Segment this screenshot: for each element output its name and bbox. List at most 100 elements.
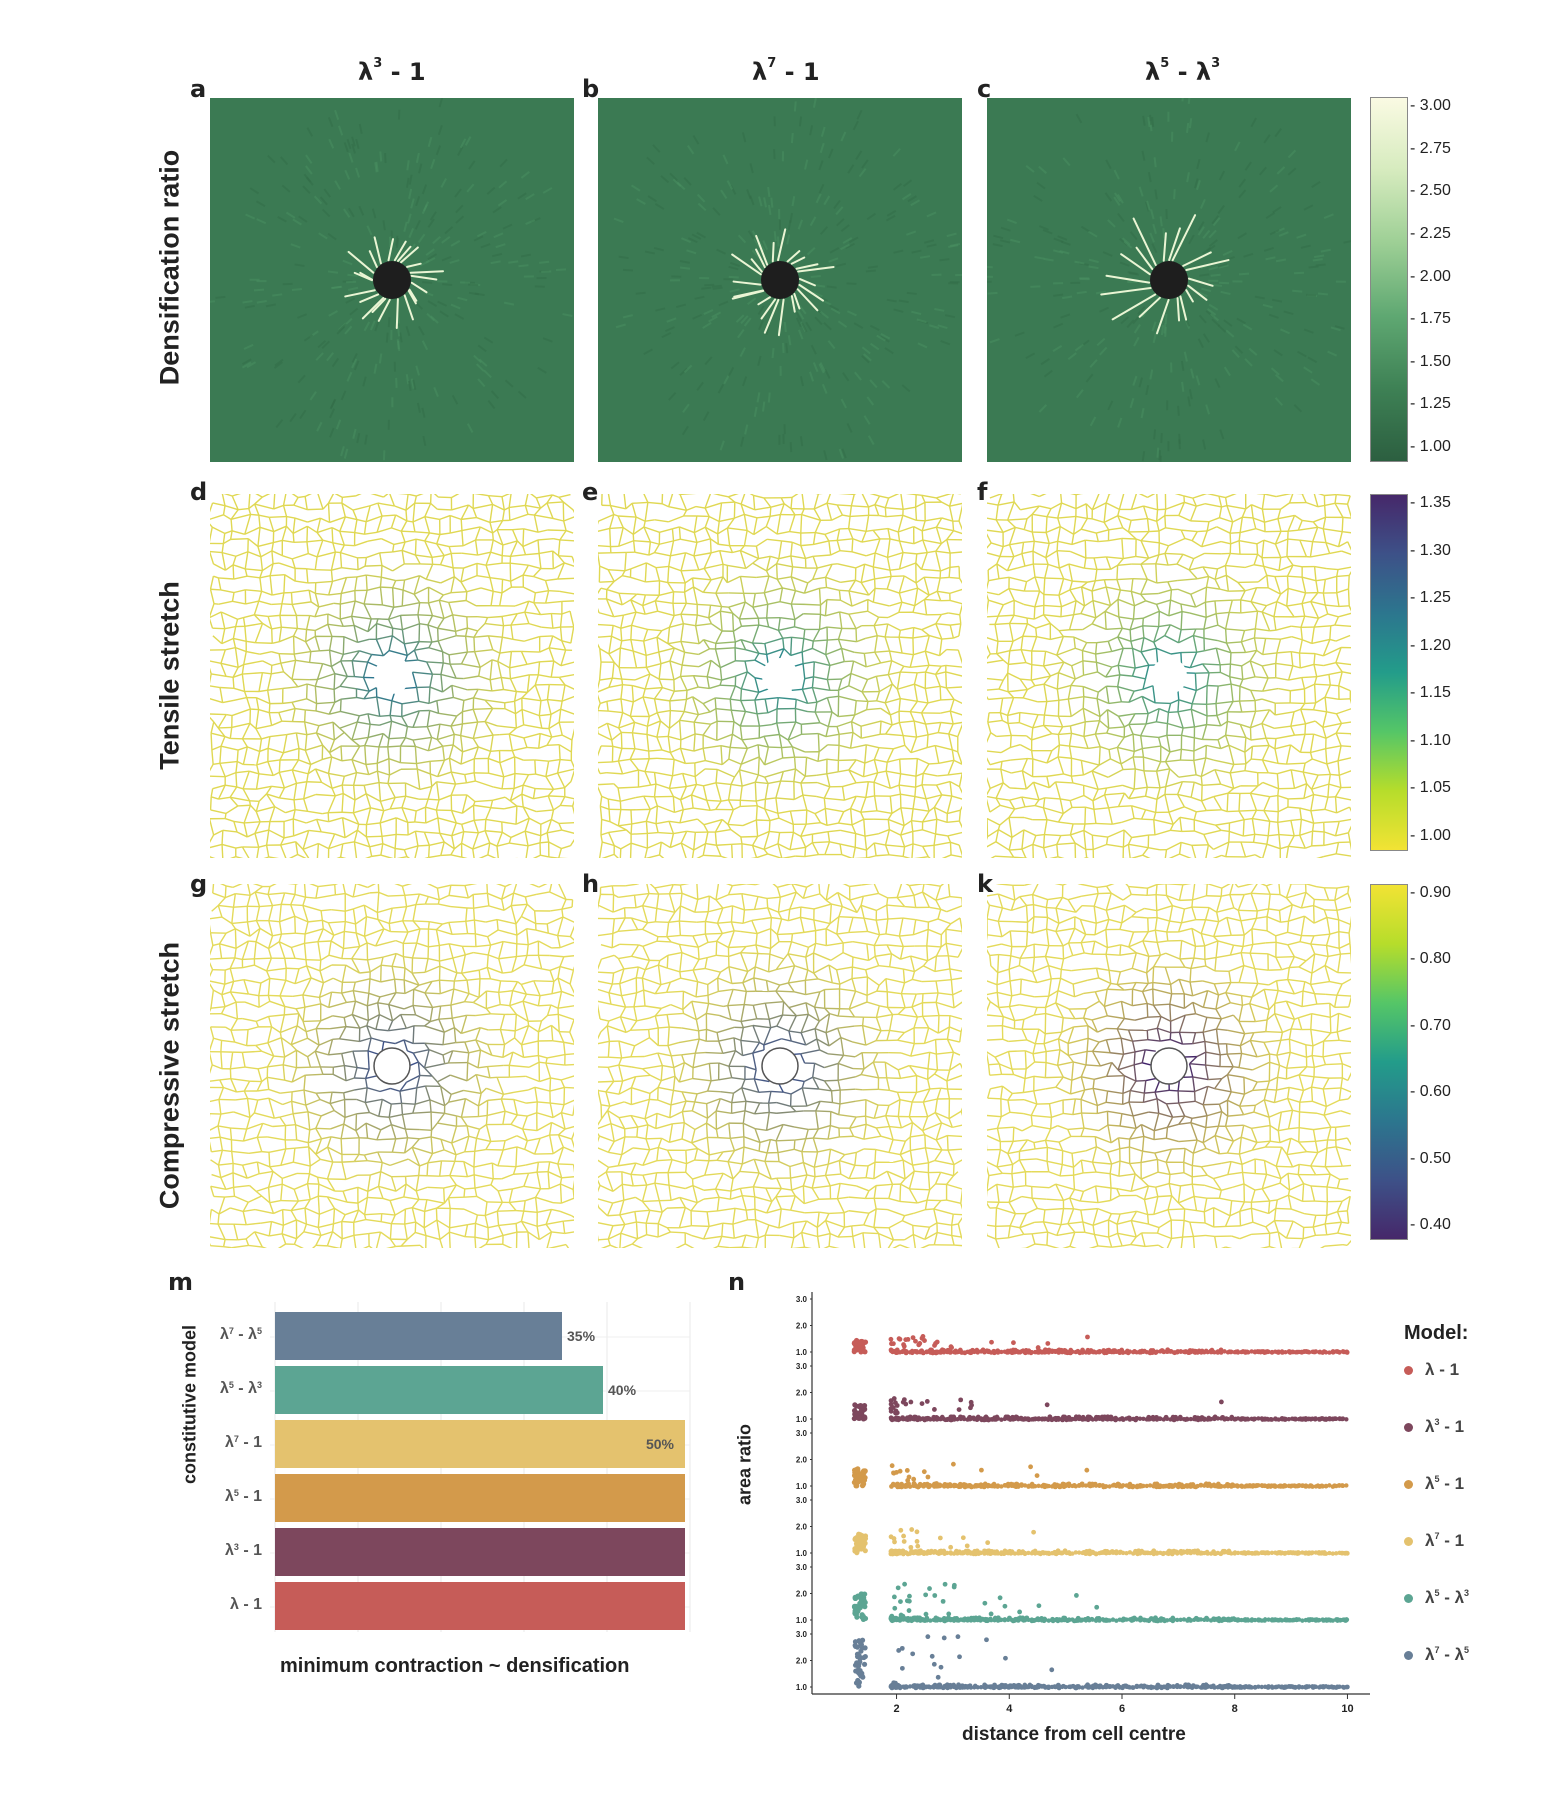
network-segment (463, 562, 478, 569)
network-segment (629, 758, 640, 771)
network-segment (261, 590, 273, 596)
density-spike (344, 289, 376, 298)
network-segment (850, 660, 855, 674)
network-segment (304, 629, 308, 642)
network-segment (682, 509, 688, 517)
network-segment (345, 516, 358, 521)
network-segment (645, 667, 651, 675)
network-segment (233, 821, 238, 833)
network-segment (1164, 624, 1171, 636)
density-texture (541, 270, 552, 273)
network-segment (770, 555, 779, 560)
density-spike (1132, 217, 1157, 266)
network-segment (850, 494, 855, 507)
network-segment (911, 819, 923, 823)
density-texture (466, 183, 475, 193)
network-segment (451, 830, 464, 837)
network-segment (868, 781, 875, 783)
network-segment (387, 746, 390, 759)
network-segment (307, 517, 321, 523)
network-segment (1122, 768, 1136, 771)
network-segment (511, 529, 518, 542)
density-texture (681, 425, 689, 436)
density-texture (790, 133, 794, 144)
density-spike (750, 258, 763, 273)
network-segment (841, 853, 854, 858)
network-segment (509, 842, 529, 847)
network-segment (840, 579, 856, 584)
network-segment (921, 530, 924, 541)
network-segment (1044, 797, 1061, 800)
network-segment (752, 603, 768, 608)
network-segment (738, 618, 743, 627)
network-segment (1059, 563, 1070, 569)
network-segment (306, 773, 309, 782)
network-segment (220, 611, 226, 629)
network-segment (210, 526, 213, 543)
network-segment (1091, 591, 1094, 601)
network-segment (233, 575, 248, 580)
density-texture (1292, 289, 1303, 293)
network-segment (436, 534, 441, 545)
network-segment (681, 652, 686, 666)
network-segment (777, 810, 791, 814)
column-title-1: λ3 - 1 (358, 56, 426, 86)
network-segment (439, 532, 451, 536)
network-segment (1128, 795, 1146, 800)
network-segment (880, 707, 891, 716)
density-texture (407, 380, 412, 391)
network-segment (273, 504, 284, 510)
network-segment (951, 749, 955, 761)
density-texture (1274, 128, 1282, 138)
network-segment (841, 672, 852, 680)
network-segment (659, 678, 674, 681)
network-segment (336, 856, 341, 858)
network-segment (298, 747, 306, 751)
network-segment (731, 721, 735, 735)
network-segment (1121, 537, 1137, 540)
network-segment (344, 829, 358, 839)
network-segment (910, 820, 914, 832)
network-segment (439, 833, 445, 843)
network-segment (816, 697, 828, 703)
density-texture (1208, 303, 1219, 311)
density-texture (762, 401, 766, 412)
network-segment (744, 513, 758, 519)
density-texture (493, 232, 504, 239)
network-segment (609, 526, 624, 530)
network-segment (937, 590, 950, 595)
density-texture (886, 209, 897, 217)
network-segment (341, 696, 357, 700)
network-segment (280, 662, 285, 672)
network-segment (812, 647, 827, 656)
network-segment (855, 579, 862, 584)
network-segment (824, 577, 828, 588)
density-texture (1199, 198, 1206, 209)
network-segment (901, 652, 914, 656)
network-segment (653, 772, 657, 785)
network-segment (405, 659, 418, 662)
network-segment (332, 722, 336, 741)
network-segment (630, 599, 637, 613)
network-segment (525, 845, 529, 858)
density-spike (733, 289, 764, 298)
density-texture (267, 154, 276, 164)
network-segment (429, 674, 434, 688)
network-segment (1131, 805, 1146, 811)
network-segment (221, 844, 224, 858)
network-segment (768, 626, 779, 632)
network-segment (782, 636, 792, 639)
network-segment (1049, 856, 1059, 858)
network-segment (1130, 494, 1138, 510)
density-texture (1099, 306, 1109, 313)
network-segment (790, 576, 797, 591)
network-segment (766, 538, 782, 542)
network-segment (680, 623, 685, 642)
density-texture (934, 307, 945, 312)
density-texture (305, 176, 314, 186)
network-segment (631, 722, 636, 733)
network-segment (1170, 624, 1182, 631)
network-segment (946, 530, 955, 541)
network-segment (728, 545, 734, 553)
network-segment (598, 722, 608, 729)
